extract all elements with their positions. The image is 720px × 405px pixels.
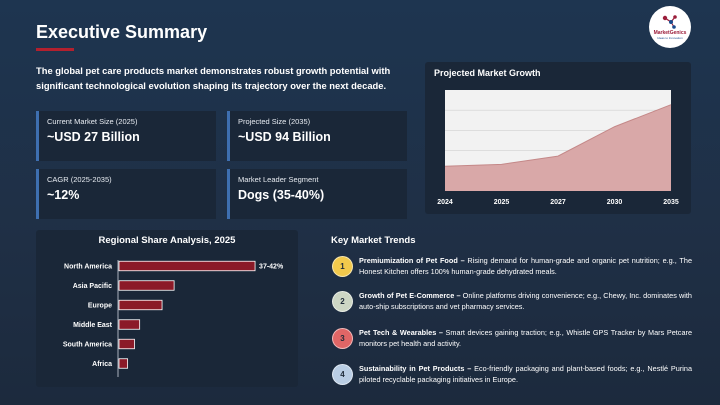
stat-card-leader-segment: Market Leader Segment Dogs (35-40%) (227, 169, 407, 219)
trend-text: Pet Tech & Wearables – Smart devices gai… (359, 327, 692, 349)
stat-value: ~USD 27 Billion (47, 130, 140, 144)
region-bar (118, 299, 163, 311)
growth-line (444, 104, 672, 167)
stat-card-projected-size: Projected Size (2035) ~USD 94 Billion (227, 111, 407, 161)
growth-chart-title: Projected Market Growth (434, 68, 541, 78)
growth-chart-panel: Projected Market Growth 2024 2025 2027 2030… (425, 62, 691, 214)
growth-area (445, 104, 671, 191)
company-logo: MarketGenics Ideas to Innovation (649, 6, 691, 48)
region-bar (118, 358, 129, 369)
region-label: Middle East (73, 322, 113, 329)
molecule-icon (662, 15, 677, 29)
trend-body: Online platforms driving convenience; e.… (359, 291, 692, 311)
x-tick-label: 2025 (494, 199, 510, 206)
trend-item-1: 1 Premiumization of Pet Food – Rising de… (332, 255, 692, 277)
trends-title: Key Market Trends (331, 235, 416, 246)
x-tick-label: 2027 (550, 199, 566, 206)
trend-body: Rising demand for human-grade and organi… (359, 256, 693, 276)
trend-heading: Sustainability in Pet Products – (359, 364, 472, 373)
trend-body: Smart devices gaining traction; e.g., Wh… (359, 328, 692, 348)
trend-text: Growth of Pet E-Commerce – Online platfo… (359, 290, 692, 312)
stat-value: Dogs (35-40%) (238, 188, 325, 202)
region-bar (118, 319, 141, 330)
stat-card-cagr: CAGR (2025-2035) ~12% (36, 169, 216, 219)
region-chart: North America 37-42% Asia Pacific Europe Mid… (63, 260, 284, 377)
trend-heading: Premiumization of Pet Food – (359, 256, 465, 265)
growth-chart: 2024 2025 2027 2030 2035 (437, 90, 679, 206)
stat-value: ~USD 94 Billion (238, 130, 331, 144)
region-chart-title: Regional Share Analysis, 2025 (98, 235, 236, 246)
region-label: North America (64, 264, 112, 271)
trend-item-4: 4 Sustainability in Pet Products – Eco-f… (332, 363, 692, 385)
trend-body: Eco-friendly packaging and plant-based f… (359, 364, 692, 384)
trend-heading: Growth of Pet E-Commerce – (359, 291, 461, 300)
trend-text: Premiumization of Pet Food – Rising dema… (359, 255, 692, 277)
trend-number-badge: 2 (332, 290, 353, 312)
region-label: Africa (92, 361, 112, 368)
logo-name: MarketGenics (653, 30, 687, 36)
stat-label: CAGR (2025-2035) (47, 175, 112, 184)
region-label: Asia Pacific (73, 283, 112, 290)
trend-item-3: 3 Pet Tech & Wearables – Smart devices g… (332, 327, 692, 349)
trend-heading: Pet Tech & Wearables – (359, 328, 443, 337)
stat-label: Projected Size (2035) (238, 117, 311, 126)
trend-number-badge: 3 (332, 327, 353, 349)
region-bar (118, 260, 256, 272)
region-chart-panel: Regional Share Analysis, 2025 North Amer… (36, 230, 298, 387)
stat-card-current-size: Current Market Size (2025) ~USD 27 Billi… (36, 111, 216, 161)
region-label: Europe (88, 303, 112, 310)
stat-label: Current Market Size (2025) (47, 117, 138, 126)
trend-number-badge: 1 (332, 255, 353, 277)
x-tick-label: 2024 (437, 199, 453, 206)
region-label: South America (63, 342, 112, 349)
stat-label: Market Leader Segment (238, 175, 319, 184)
title-underline (36, 48, 74, 51)
region-bar (118, 280, 175, 291)
trend-text: Sustainability in Pet Products – Eco-fri… (359, 363, 692, 385)
logo-tagline: Ideas to Innovation (657, 36, 683, 40)
page-title: Executive Summary (36, 22, 208, 42)
bar-data-label: 37-42% (259, 264, 284, 271)
trend-item-2: 2 Growth of Pet E-Commerce – Online plat… (332, 290, 692, 312)
stat-value: ~12% (47, 188, 80, 202)
x-tick-label: 2030 (607, 199, 623, 206)
trend-number-badge: 4 (332, 363, 353, 385)
intro-text: The global pet care products market demo… (36, 65, 391, 91)
region-bar (118, 338, 135, 350)
x-tick-label: 2035 (663, 199, 679, 206)
